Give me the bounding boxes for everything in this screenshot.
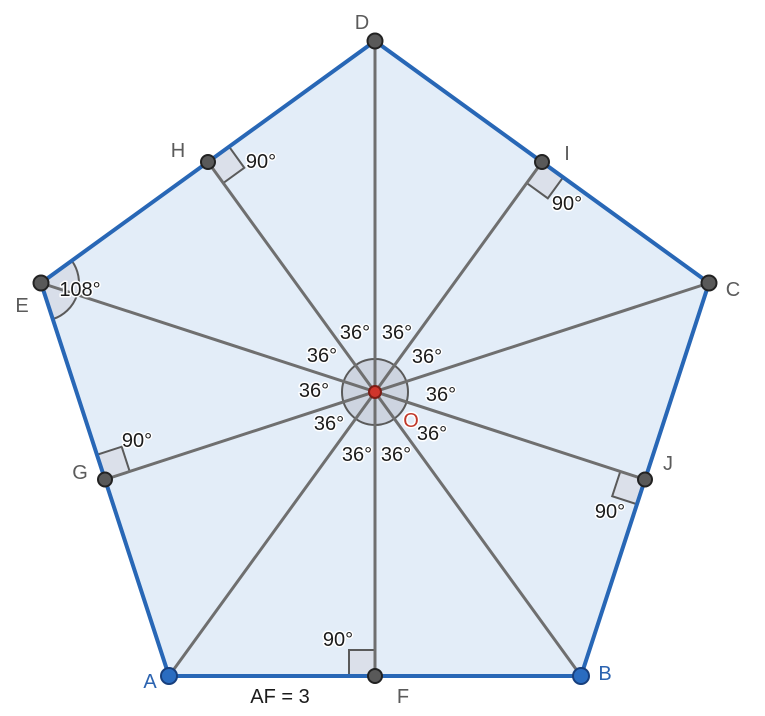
label-J: J bbox=[663, 453, 673, 475]
angle-label-90-F: 90° bbox=[323, 629, 353, 651]
label-O: O bbox=[403, 410, 419, 432]
point-G[interactable] bbox=[97, 471, 113, 488]
label-D: D bbox=[355, 12, 369, 34]
label-H: H bbox=[171, 140, 185, 162]
segment-BH bbox=[206, 161, 583, 677]
angle-label-36-4: 36° bbox=[299, 380, 329, 402]
point-H[interactable] bbox=[200, 154, 216, 170]
point-D[interactable] bbox=[366, 32, 384, 50]
segment-EJ bbox=[40, 281, 646, 481]
point-F[interactable] bbox=[367, 668, 383, 684]
angle-label-90-H: 90° bbox=[246, 151, 276, 173]
point-E[interactable] bbox=[32, 274, 50, 292]
angle-label-36-1: 36° bbox=[382, 322, 412, 344]
angle-label-36-8: 36° bbox=[342, 444, 372, 466]
angle-label-36-9: 36° bbox=[381, 444, 411, 466]
point-B[interactable] bbox=[572, 667, 590, 685]
angle-label-36-5: 36° bbox=[426, 384, 456, 406]
measurement-label: AF = 3 bbox=[250, 686, 309, 708]
angle-label-90-G: 90° bbox=[122, 430, 152, 452]
point-O[interactable] bbox=[368, 385, 382, 399]
angle-label-90-J: 90° bbox=[595, 501, 625, 523]
point-C[interactable] bbox=[700, 274, 718, 292]
label-F: F bbox=[397, 686, 409, 708]
point-I[interactable] bbox=[534, 154, 550, 170]
angle-label-36-0: 36° bbox=[340, 322, 370, 344]
segment-CG bbox=[104, 281, 710, 481]
angle-label-108: 108° bbox=[59, 279, 100, 301]
angle-label-36-2: 36° bbox=[307, 345, 337, 367]
angle-label-36-7: 36° bbox=[417, 423, 447, 445]
point-A[interactable] bbox=[160, 667, 178, 685]
label-B: B bbox=[598, 663, 611, 685]
angle-label-36-6: 36° bbox=[314, 413, 344, 435]
label-I: I bbox=[564, 143, 570, 165]
segment-AI bbox=[167, 161, 544, 677]
label-C: C bbox=[726, 279, 740, 301]
label-E: E bbox=[15, 295, 28, 317]
label-G: G bbox=[72, 462, 88, 484]
label-A: A bbox=[143, 671, 157, 693]
angle-label-90-I: 90° bbox=[552, 193, 582, 215]
angle-label-36-3: 36° bbox=[412, 346, 442, 368]
point-J[interactable] bbox=[637, 471, 653, 488]
